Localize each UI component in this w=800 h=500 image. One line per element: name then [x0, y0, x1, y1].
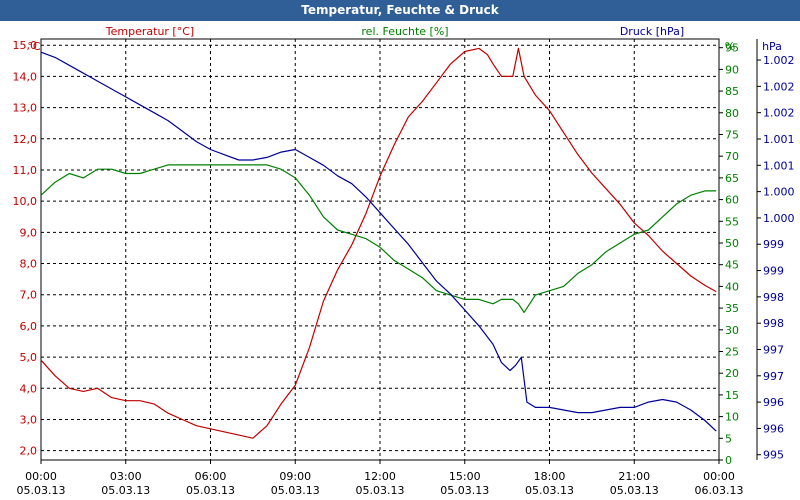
temperature-tick-label: 10,0 — [13, 195, 38, 208]
pressure-tick-label: 1.000 — [763, 186, 795, 199]
humidity-tick-label: 15 — [725, 389, 739, 402]
series-group — [40, 47, 717, 439]
temperature-tick-label: 9,0 — [20, 226, 38, 239]
x-tick-time-label: 03:00 — [110, 470, 142, 483]
pressure-tick-label: 1.000 — [763, 212, 795, 225]
humidity-tick-label: 55 — [725, 215, 739, 228]
x-tick-time-label: 00:00 — [703, 470, 735, 483]
humidity-axis-title: rel. Feuchte [%] — [361, 25, 448, 38]
temperature-tick-label: 2,0 — [20, 445, 38, 458]
humidity-tick-label: 30 — [725, 324, 739, 337]
pressure-axis-title: Druck [hPa] — [620, 25, 684, 38]
x-tick-time-label: 12:00 — [364, 470, 396, 483]
temperature-tick-label: 8,0 — [20, 258, 38, 271]
pressure-tick-label: 999 — [763, 265, 784, 278]
humidity-tick-label: 40 — [725, 280, 739, 293]
temperature-unit-label: °C — [27, 40, 41, 53]
x-tick-date-label: 05.03.13 — [186, 484, 235, 497]
x-tick-date-label: 05.03.13 — [271, 484, 320, 497]
pressure-tick-label: 997 — [763, 370, 784, 383]
x-tick-date-label: 05.03.13 — [356, 484, 405, 497]
humidity-tick-label: 25 — [725, 345, 739, 358]
x-tick-date-label: 06.03.13 — [695, 484, 744, 497]
x-tick-date-label: 05.03.13 — [525, 484, 574, 497]
temperature-tick-label: 3,0 — [20, 413, 38, 426]
pressure-unit-label: hPa — [762, 40, 782, 53]
humidity-tick-label: 50 — [725, 237, 739, 250]
humidity-series-line — [40, 164, 717, 313]
temperature-tick-label: 12,0 — [13, 133, 38, 146]
pressure-tick-label: 1.002 — [763, 54, 795, 67]
humidity-tick-label: 0 — [725, 454, 732, 467]
temperature-tick-label: 5,0 — [20, 351, 38, 364]
humidity-tick-label: 65 — [725, 172, 739, 185]
humidity-tick-label: 70 — [725, 150, 739, 163]
temperature-axis-title: Temperatur [°C] — [105, 25, 194, 38]
temperature-tick-label: 6,0 — [20, 320, 38, 333]
pressure-tick-label: 1.002 — [763, 107, 795, 120]
pressure-tick-label: 995 — [763, 449, 784, 462]
humidity-tick-label: 20 — [725, 367, 739, 380]
pressure-tick-label: 998 — [763, 291, 784, 304]
temperature-tick-label: 11,0 — [13, 164, 38, 177]
pressure-tick-label: 1.001 — [763, 159, 795, 172]
humidity-tick-label: 10 — [725, 411, 739, 424]
window-title: Temperatur, Feuchte & Druck — [0, 0, 800, 21]
x-tick-time-label: 15:00 — [449, 470, 481, 483]
x-tick-time-label: 00:00 — [25, 470, 57, 483]
humidity-tick-label: 85 — [725, 85, 739, 98]
temperature-tick-label: 14,0 — [13, 70, 38, 83]
pressure-tick-label: 997 — [763, 343, 784, 356]
humidity-tick-label: 35 — [725, 302, 739, 315]
temperature-tick-label: 13,0 — [13, 102, 38, 115]
x-tick-time-label: 09:00 — [279, 470, 311, 483]
pressure-tick-label: 1.002 — [763, 80, 795, 93]
pressure-tick-label: 999 — [763, 238, 784, 251]
pressure-tick-label: 1.001 — [763, 133, 795, 146]
humidity-tick-label: 5 — [725, 432, 732, 445]
pressure-tick-label: 996 — [763, 422, 784, 435]
temperature-tick-label: 7,0 — [20, 289, 38, 302]
temperature-series-line — [40, 47, 717, 439]
x-tick-time-label: 06:00 — [195, 470, 227, 483]
x-tick-time-label: 21:00 — [618, 470, 650, 483]
pressure-tick-label: 996 — [763, 396, 784, 409]
humidity-tick-label: 80 — [725, 107, 739, 120]
humidity-tick-label: 45 — [725, 259, 739, 272]
humidity-tick-label: 95 — [725, 42, 739, 55]
x-tick-date-label: 05.03.13 — [17, 484, 66, 497]
temperature-tick-label: 15,0 — [13, 39, 38, 52]
humidity-unit-label: % — [725, 40, 735, 53]
humidity-tick-label: 90 — [725, 63, 739, 76]
pressure-tick-label: 998 — [763, 317, 784, 330]
pressure-series-line — [40, 51, 717, 432]
x-tick-date-label: 05.03.13 — [440, 484, 489, 497]
x-tick-time-label: 18:00 — [534, 470, 566, 483]
temperature-tick-label: 4,0 — [20, 382, 38, 395]
x-tick-date-label: 05.03.13 — [610, 484, 659, 497]
humidity-tick-label: 60 — [725, 194, 739, 207]
x-tick-date-label: 05.03.13 — [101, 484, 150, 497]
axis-group: 00:0005.03.1303:0005.03.1306:0005.03.130… — [13, 25, 795, 497]
grid — [41, 39, 719, 460]
humidity-tick-label: 75 — [725, 128, 739, 141]
